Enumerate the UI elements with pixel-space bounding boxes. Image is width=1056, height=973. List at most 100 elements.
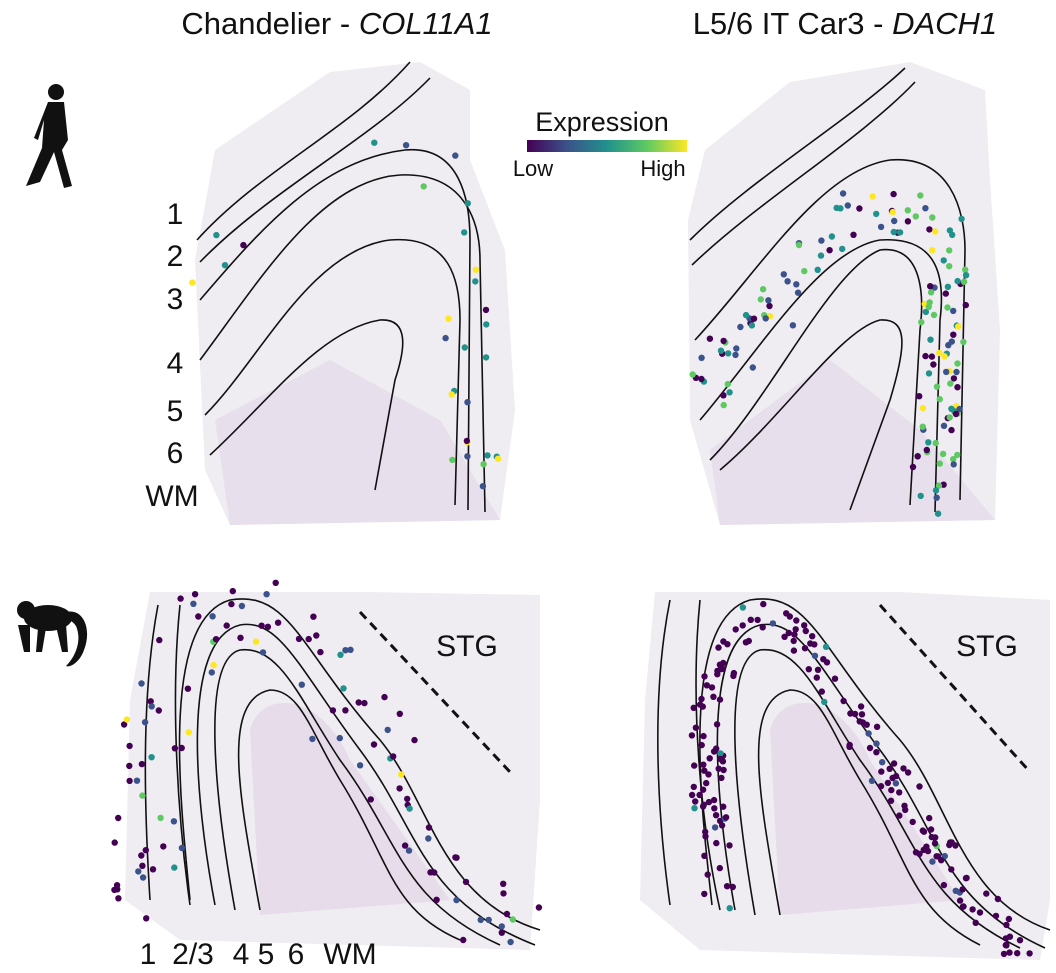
cell-dot [873,210,880,218]
cell-dot [950,375,958,382]
cell-dot [477,916,484,924]
cell-dot [411,736,418,744]
cell-dot [759,624,766,631]
cell-dot [821,698,828,706]
boundary [699,598,1051,931]
cell-dot [936,349,943,357]
cell-dot [405,847,413,854]
cell-dot [869,193,876,200]
layer-label: 5 [167,395,184,428]
cell-dot [723,883,731,890]
layer-label: WM [145,480,198,513]
cell-dot [704,871,711,878]
cell-dot [714,667,721,675]
cell-dot [912,213,919,220]
cell-dot [718,822,726,829]
layer-label: 4 [233,938,250,971]
cell-dot [831,675,839,682]
cell-dot [954,277,961,285]
cell-dot [962,301,969,309]
cell-dot [464,200,471,207]
cell-dot [703,779,710,787]
cell-dot [195,613,202,620]
cell-dot [185,729,192,736]
cell-dot [237,634,244,641]
layer-label: 1 [140,938,157,971]
cell-dot [940,257,947,264]
cell-dot [712,812,720,819]
cell-dot [726,905,733,912]
cell-dot [178,844,186,852]
cell-dot [258,622,265,629]
cell-dot [461,229,468,236]
cell-dot [726,389,733,396]
cell-dot [878,768,885,775]
cell-dot [818,688,825,695]
cell-dot [115,814,122,822]
cell-dot [720,392,727,399]
cell-dot [929,858,936,865]
cell-dot [263,591,270,598]
cell-dot [720,659,727,667]
cell-dot [887,797,895,804]
boundary [657,599,671,906]
cell-dot [954,384,961,391]
cell-dot [932,487,940,494]
cell-dot [720,803,727,810]
cell-dot [795,241,803,249]
cell-dot [329,707,337,714]
cell-dot [931,840,939,847]
cell-dot [844,202,851,209]
cell-dot [747,616,754,623]
cell-dot [904,218,912,225]
cell-dot [929,247,936,254]
cell-dot [904,769,912,776]
cell-dot [826,247,833,254]
cell-dot [928,833,935,841]
cell-dot [946,247,953,254]
cell-dot [126,742,133,750]
cell-dot [917,492,924,500]
cell-dot [699,703,706,710]
cell-dot [494,455,502,462]
region-border [878,603,1032,774]
cell-dot [229,587,236,595]
cell-dot [717,750,724,757]
layer-label: 6 [167,437,184,470]
title-gene: DACH1 [892,6,997,41]
boundary [196,61,411,241]
cell-dot [793,281,800,288]
cell-dot [142,847,149,854]
cell-dot [700,761,707,768]
cell-dot [877,223,885,231]
cell-dot [814,666,822,673]
cell-dot [718,774,725,782]
cell-dot [759,286,767,293]
cell-dot [942,290,949,297]
cell-dot [879,759,886,766]
cell-dot [141,719,149,726]
cell-dot [950,461,957,468]
cell-dot [700,732,707,740]
layer-label: 6 [288,938,305,971]
cell-dot [813,674,820,681]
cell-dot [1014,950,1021,957]
cell-dot [954,451,961,459]
cell-dot [228,600,235,608]
cell-dot [933,494,940,501]
cell-dot [930,361,937,368]
cell-dot [950,307,957,315]
cell-dot [896,812,903,819]
human-icon [26,84,72,188]
cell-dot [690,783,697,791]
cell-dot [274,619,282,626]
cell-dot [948,405,955,412]
cell-dot [890,228,897,236]
cell-dot [177,595,184,602]
cell-dot [754,616,761,624]
cell-dot [710,796,718,804]
cell-dot [472,266,480,273]
cell-dot [956,405,963,413]
cell-dot [745,637,752,645]
